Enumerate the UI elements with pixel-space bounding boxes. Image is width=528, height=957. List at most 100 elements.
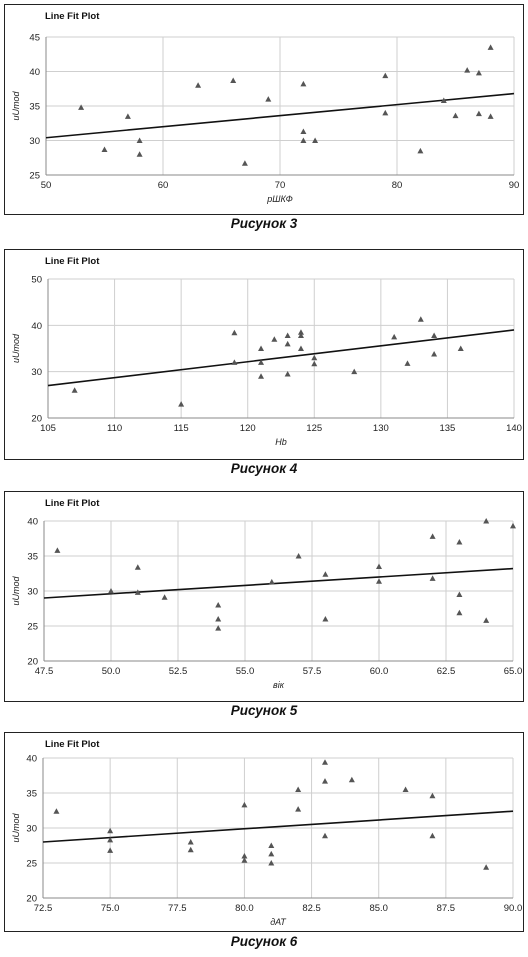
data-point [483, 518, 490, 524]
data-point [464, 67, 471, 73]
data-point [376, 578, 382, 584]
data-point [322, 616, 329, 622]
data-point [429, 575, 436, 581]
chart-panel-3: Line Fit Plot 47.5 50.0 52.5 55.0 57.5 60.0 62.… [4, 491, 524, 702]
x-tick-label: 72.5 [34, 903, 53, 914]
y-tick-label: 20 [27, 657, 38, 668]
data-point [483, 617, 490, 623]
chart-panel-1: Line Fit Plot 50 60 70 80 90 25 30 35 40 45 рШКФ uUm… [4, 4, 524, 215]
x-axis-label: вік [273, 680, 285, 690]
fit-line [45, 92, 515, 139]
data-point [215, 616, 222, 622]
data-point [487, 44, 494, 50]
data-point [351, 368, 358, 375]
y-tick-label: 30 [27, 587, 38, 598]
chart-panel-4: Line Fit Plot 72.5 75.0 77.5 80.0 82.5 85.0 87.… [4, 732, 524, 932]
fit-line [47, 329, 515, 387]
data-point [295, 553, 302, 559]
data-point [108, 588, 114, 594]
data-point [230, 77, 237, 83]
chart-svg-2: Line Fit Plot 105 110 115 120 125 130 135 140 20 3… [11, 256, 522, 447]
y-axis-label: uUmod [11, 813, 21, 843]
data-point [284, 332, 291, 339]
data-point [429, 832, 436, 839]
x-tick-label: 62.5 [437, 666, 456, 677]
y-tick-label: 30 [31, 367, 42, 378]
y-tick-label: 40 [26, 754, 37, 765]
data-point [382, 72, 389, 79]
chart-caption-4: Рисунок 6 [230, 934, 298, 949]
data-point [215, 602, 222, 608]
data-point [300, 137, 307, 143]
fit-line [42, 810, 514, 843]
data-point [241, 853, 248, 859]
y-tick-label: 40 [31, 321, 42, 332]
x-tick-label: 55.0 [236, 666, 255, 677]
y-tick-label: 30 [29, 136, 40, 147]
data-point [187, 846, 194, 853]
x-tick-label: 135 [439, 423, 455, 434]
y-tick-label: 45 [29, 33, 40, 44]
x-axis-label: дАТ [270, 917, 287, 927]
data-point [510, 522, 516, 529]
x-tick-label: 87.5 [437, 903, 456, 914]
fit-line [43, 567, 514, 599]
data-point [78, 104, 85, 110]
data-point [322, 778, 328, 784]
data-point [456, 539, 463, 545]
x-axis-label: рШКФ [266, 194, 293, 204]
data-point [483, 864, 490, 870]
data-point [258, 345, 265, 351]
data-point [297, 345, 304, 351]
chart-caption-1: Рисунок 3 [230, 216, 298, 231]
x-tick-label: 125 [306, 423, 322, 434]
data-point [71, 387, 78, 393]
y-tick-label: 30 [26, 824, 37, 835]
data-point [178, 401, 185, 407]
x-tick-label: 80.0 [235, 903, 254, 914]
y-tick-label: 25 [27, 622, 38, 633]
data-point [312, 137, 319, 143]
x-tick-label: 80 [392, 180, 403, 191]
data-point [107, 836, 114, 843]
data-point [231, 329, 238, 336]
chart-svg-4: Line Fit Plot 72.5 75.0 77.5 80.0 82.5 85.0 87.… [11, 739, 523, 927]
data-point [258, 373, 265, 379]
data-point [417, 316, 424, 322]
x-tick-label: 65.0 [504, 666, 523, 677]
data-point [431, 332, 438, 339]
data-point [161, 594, 168, 600]
chart-title: Line Fit Plot [45, 11, 100, 22]
data-point [134, 589, 141, 595]
data-point [54, 547, 61, 553]
y-tick-label: 35 [26, 789, 37, 800]
data-point [475, 69, 482, 76]
chart-svg-3: Line Fit Plot 47.5 50.0 52.5 55.0 57.5 60.0 62.… [11, 498, 523, 690]
data-point [487, 113, 494, 119]
data-point [456, 609, 463, 616]
data-point [322, 571, 329, 577]
data-point [391, 333, 398, 340]
data-point [417, 147, 424, 154]
data-point [268, 850, 275, 857]
data-point [456, 591, 463, 597]
x-tick-label: 105 [40, 423, 56, 434]
data-point [265, 96, 272, 102]
x-tick-label: 77.5 [168, 903, 187, 914]
chart-title: Line Fit Plot [45, 256, 100, 267]
data-point [136, 151, 143, 157]
x-tick-label: 57.5 [303, 666, 322, 677]
data-point [268, 578, 275, 585]
data-point [134, 564, 141, 570]
data-point [284, 370, 291, 377]
data-point [452, 112, 459, 119]
x-tick-label: 90.0 [504, 903, 523, 914]
data-point [311, 354, 318, 361]
data-point [268, 842, 275, 848]
y-tick-label: 40 [27, 517, 38, 528]
data-point [107, 827, 114, 834]
y-tick-label: 25 [26, 859, 37, 870]
x-tick-label: 70 [275, 180, 286, 191]
data-point [382, 109, 389, 116]
x-tick-label: 90 [509, 180, 520, 191]
